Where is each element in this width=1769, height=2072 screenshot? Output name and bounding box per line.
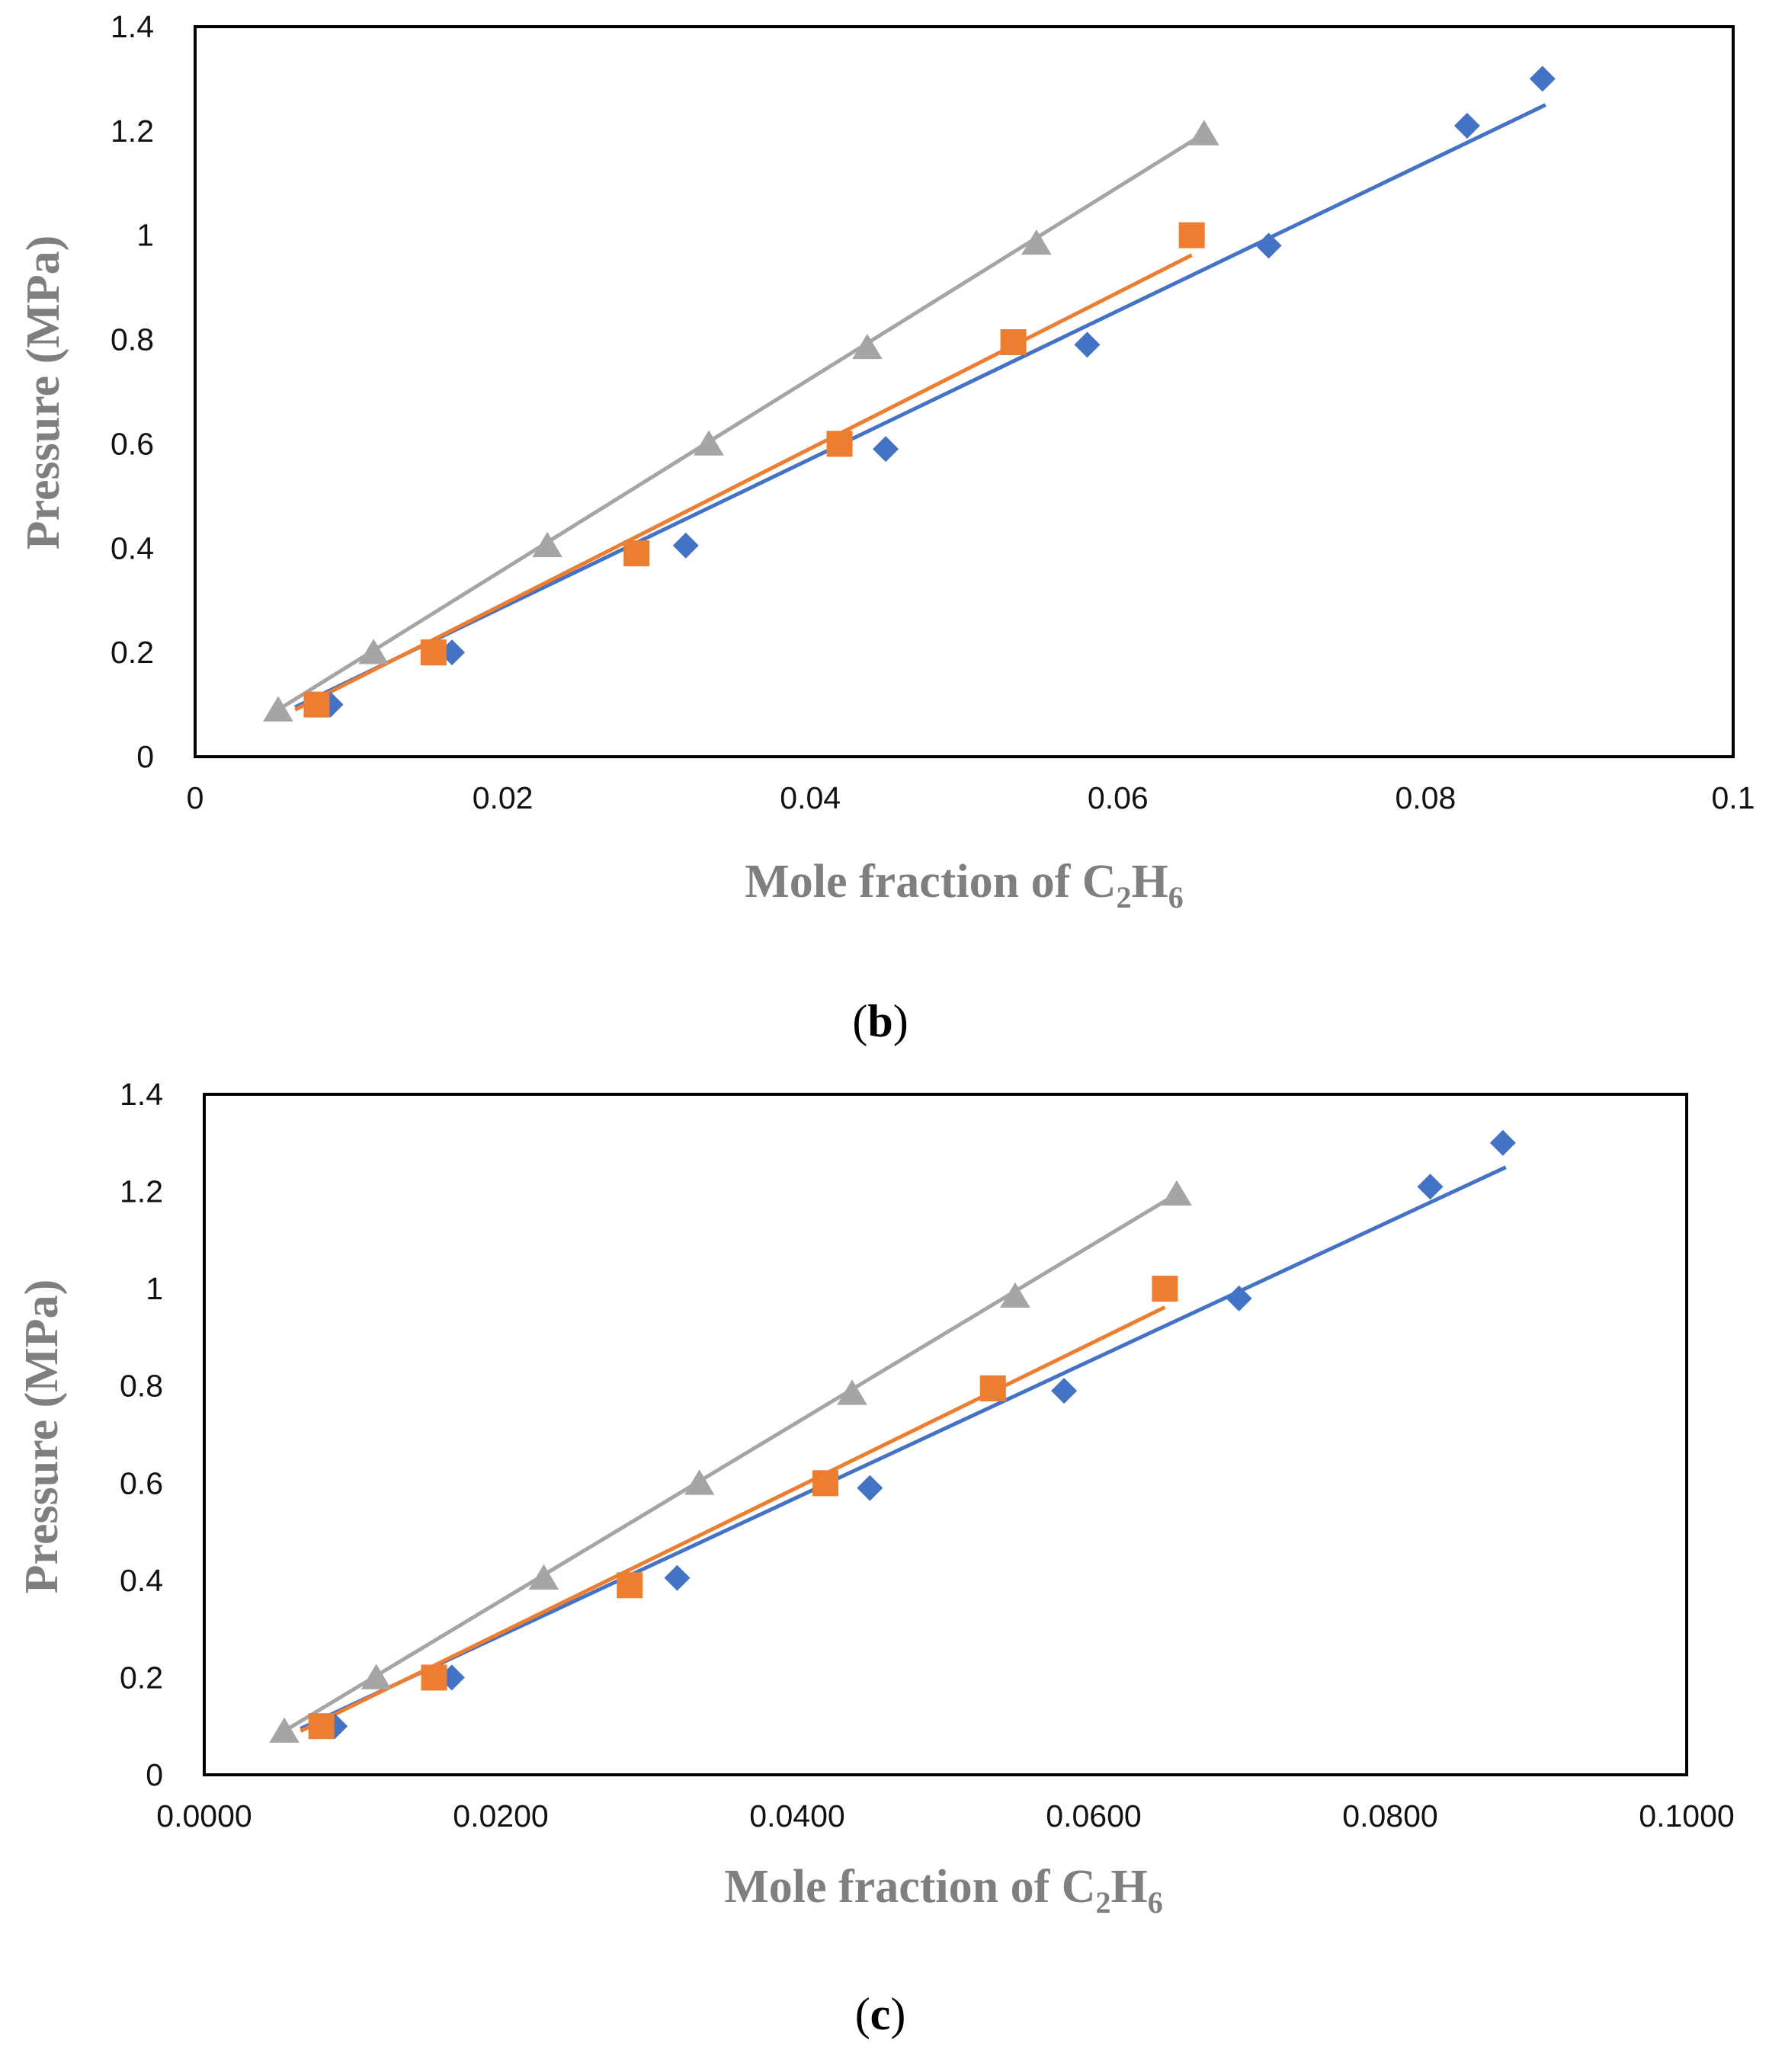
series-blue-point	[664, 1564, 691, 1591]
y-tick-label: 0.2	[120, 1660, 163, 1695]
chart-b-marks: 0 0.2 0.4 0.6 0.8 1 1.2 1.4 0 0.02 0.04 0.06 0.08 0.1	[111, 9, 1755, 815]
y-tick-label: 0.2	[111, 635, 154, 670]
series-blue-point	[873, 436, 899, 463]
y-tick-label: 1.2	[111, 114, 154, 149]
series-gray-point	[361, 1664, 392, 1689]
series-blue-point	[1226, 1285, 1252, 1311]
series-orange-point	[1152, 1276, 1178, 1302]
x-axis-title: Mole fraction of C2H6	[724, 1861, 1162, 1920]
series-gray-trendline	[283, 1192, 1178, 1733]
y-tick-label: 1	[146, 1271, 163, 1306]
panel-label-b: (b)	[852, 996, 908, 1046]
series-gray-point	[1000, 1282, 1030, 1308]
series-gray-point	[694, 430, 724, 456]
y-tick-label: 1.4	[120, 1077, 163, 1112]
series-gray-point	[269, 1717, 300, 1743]
series-gray-point	[1162, 1180, 1192, 1206]
x-tick-label: 0.0800	[1342, 1798, 1437, 1833]
x-tick-label: 0.0400	[749, 1798, 844, 1833]
series-blue-point	[857, 1475, 883, 1501]
series-blue-point	[1051, 1378, 1078, 1404]
series-blue-point	[1453, 113, 1480, 139]
series-gray-point	[263, 696, 293, 722]
series-orange-point	[812, 1470, 838, 1497]
y-axis-title: Pressure (MPa)	[18, 235, 69, 550]
series-orange-point	[308, 1713, 335, 1740]
series-orange-point	[979, 1375, 1006, 1401]
series-blue-point	[1255, 232, 1282, 259]
x-tick-label: 0	[187, 780, 204, 815]
series-gray-point	[684, 1469, 715, 1495]
series-orange-point	[826, 431, 853, 457]
x-tick-label: 0.04	[780, 780, 841, 815]
y-tick-label: 0.8	[120, 1369, 163, 1404]
series-orange-point	[1178, 222, 1205, 248]
series-blue-point	[672, 532, 699, 559]
series-orange-point	[623, 540, 650, 567]
x-tick-label: 0.1000	[1639, 1798, 1734, 1833]
x-tick-label: 0.08	[1395, 780, 1456, 815]
series-gray-point	[852, 333, 883, 360]
series-gray-point	[358, 639, 389, 665]
series-blue-trendline	[294, 103, 1546, 709]
chart-c: 0 0.2 0.4 0.6 0.8 1 1.2 1.4 0.0000 0.0200 0.0400 0.…	[16, 1077, 1735, 2039]
x-axis-title: Mole fraction of C2H6	[745, 856, 1183, 914]
x-tick-label: 0.0600	[1046, 1798, 1141, 1833]
x-tick-label: 0.0000	[156, 1798, 252, 1833]
x-tick-label: 0.02	[473, 780, 534, 815]
y-tick-label: 1.4	[111, 9, 154, 44]
series-orange-point	[421, 1664, 447, 1691]
series-gray-point	[532, 531, 562, 558]
y-tick-label: 0.8	[111, 322, 154, 357]
series-gray-point	[528, 1564, 559, 1590]
series-orange-point	[617, 1572, 643, 1599]
series-blue-trendline	[300, 1165, 1507, 1731]
series-blue-point	[1074, 331, 1101, 358]
y-tick-label: 0.6	[120, 1465, 163, 1500]
plot-area-frame	[203, 1093, 1688, 1776]
y-tick-label: 0.6	[111, 426, 154, 461]
x-tick-label: 0.06	[1088, 780, 1149, 815]
series-orange-trendline	[300, 1305, 1166, 1733]
series-gray-point	[1021, 229, 1052, 255]
series-blue-point	[1417, 1174, 1444, 1200]
series-orange-trendline	[294, 253, 1193, 712]
series-orange-point	[1000, 328, 1027, 355]
panel-label-c: (c)	[855, 1989, 906, 2039]
y-tick-label: 0.4	[120, 1563, 163, 1598]
series-gray-point	[1189, 120, 1219, 146]
x-tick-label: 0.0200	[453, 1798, 548, 1833]
series-orange-point	[420, 639, 447, 666]
y-tick-label: 0	[146, 1757, 163, 1792]
chart-c-marks: 0 0.2 0.4 0.6 0.8 1 1.2 1.4 0.0000 0.0200 0.0400 0.…	[120, 1077, 1735, 1833]
y-axis-title: Pressure (MPa)	[16, 1279, 68, 1594]
chart-b: 0 0.2 0.4 0.6 0.8 1 1.2 1.4 0 0.02 0.04 0.06 0.08 0.1…	[18, 9, 1755, 1046]
series-gray-point	[837, 1379, 867, 1405]
series-blue-point	[1529, 66, 1556, 92]
series-blue-point	[1489, 1129, 1516, 1156]
y-tick-label: 0.4	[111, 530, 154, 565]
x-tick-label: 0.1	[1712, 780, 1755, 815]
y-tick-label: 1	[136, 218, 154, 253]
series-orange-point	[303, 691, 330, 718]
plot-area-frame	[194, 25, 1735, 758]
series-gray-trendline	[277, 132, 1206, 712]
y-tick-label: 0	[136, 739, 154, 774]
y-tick-label: 1.2	[120, 1174, 163, 1209]
